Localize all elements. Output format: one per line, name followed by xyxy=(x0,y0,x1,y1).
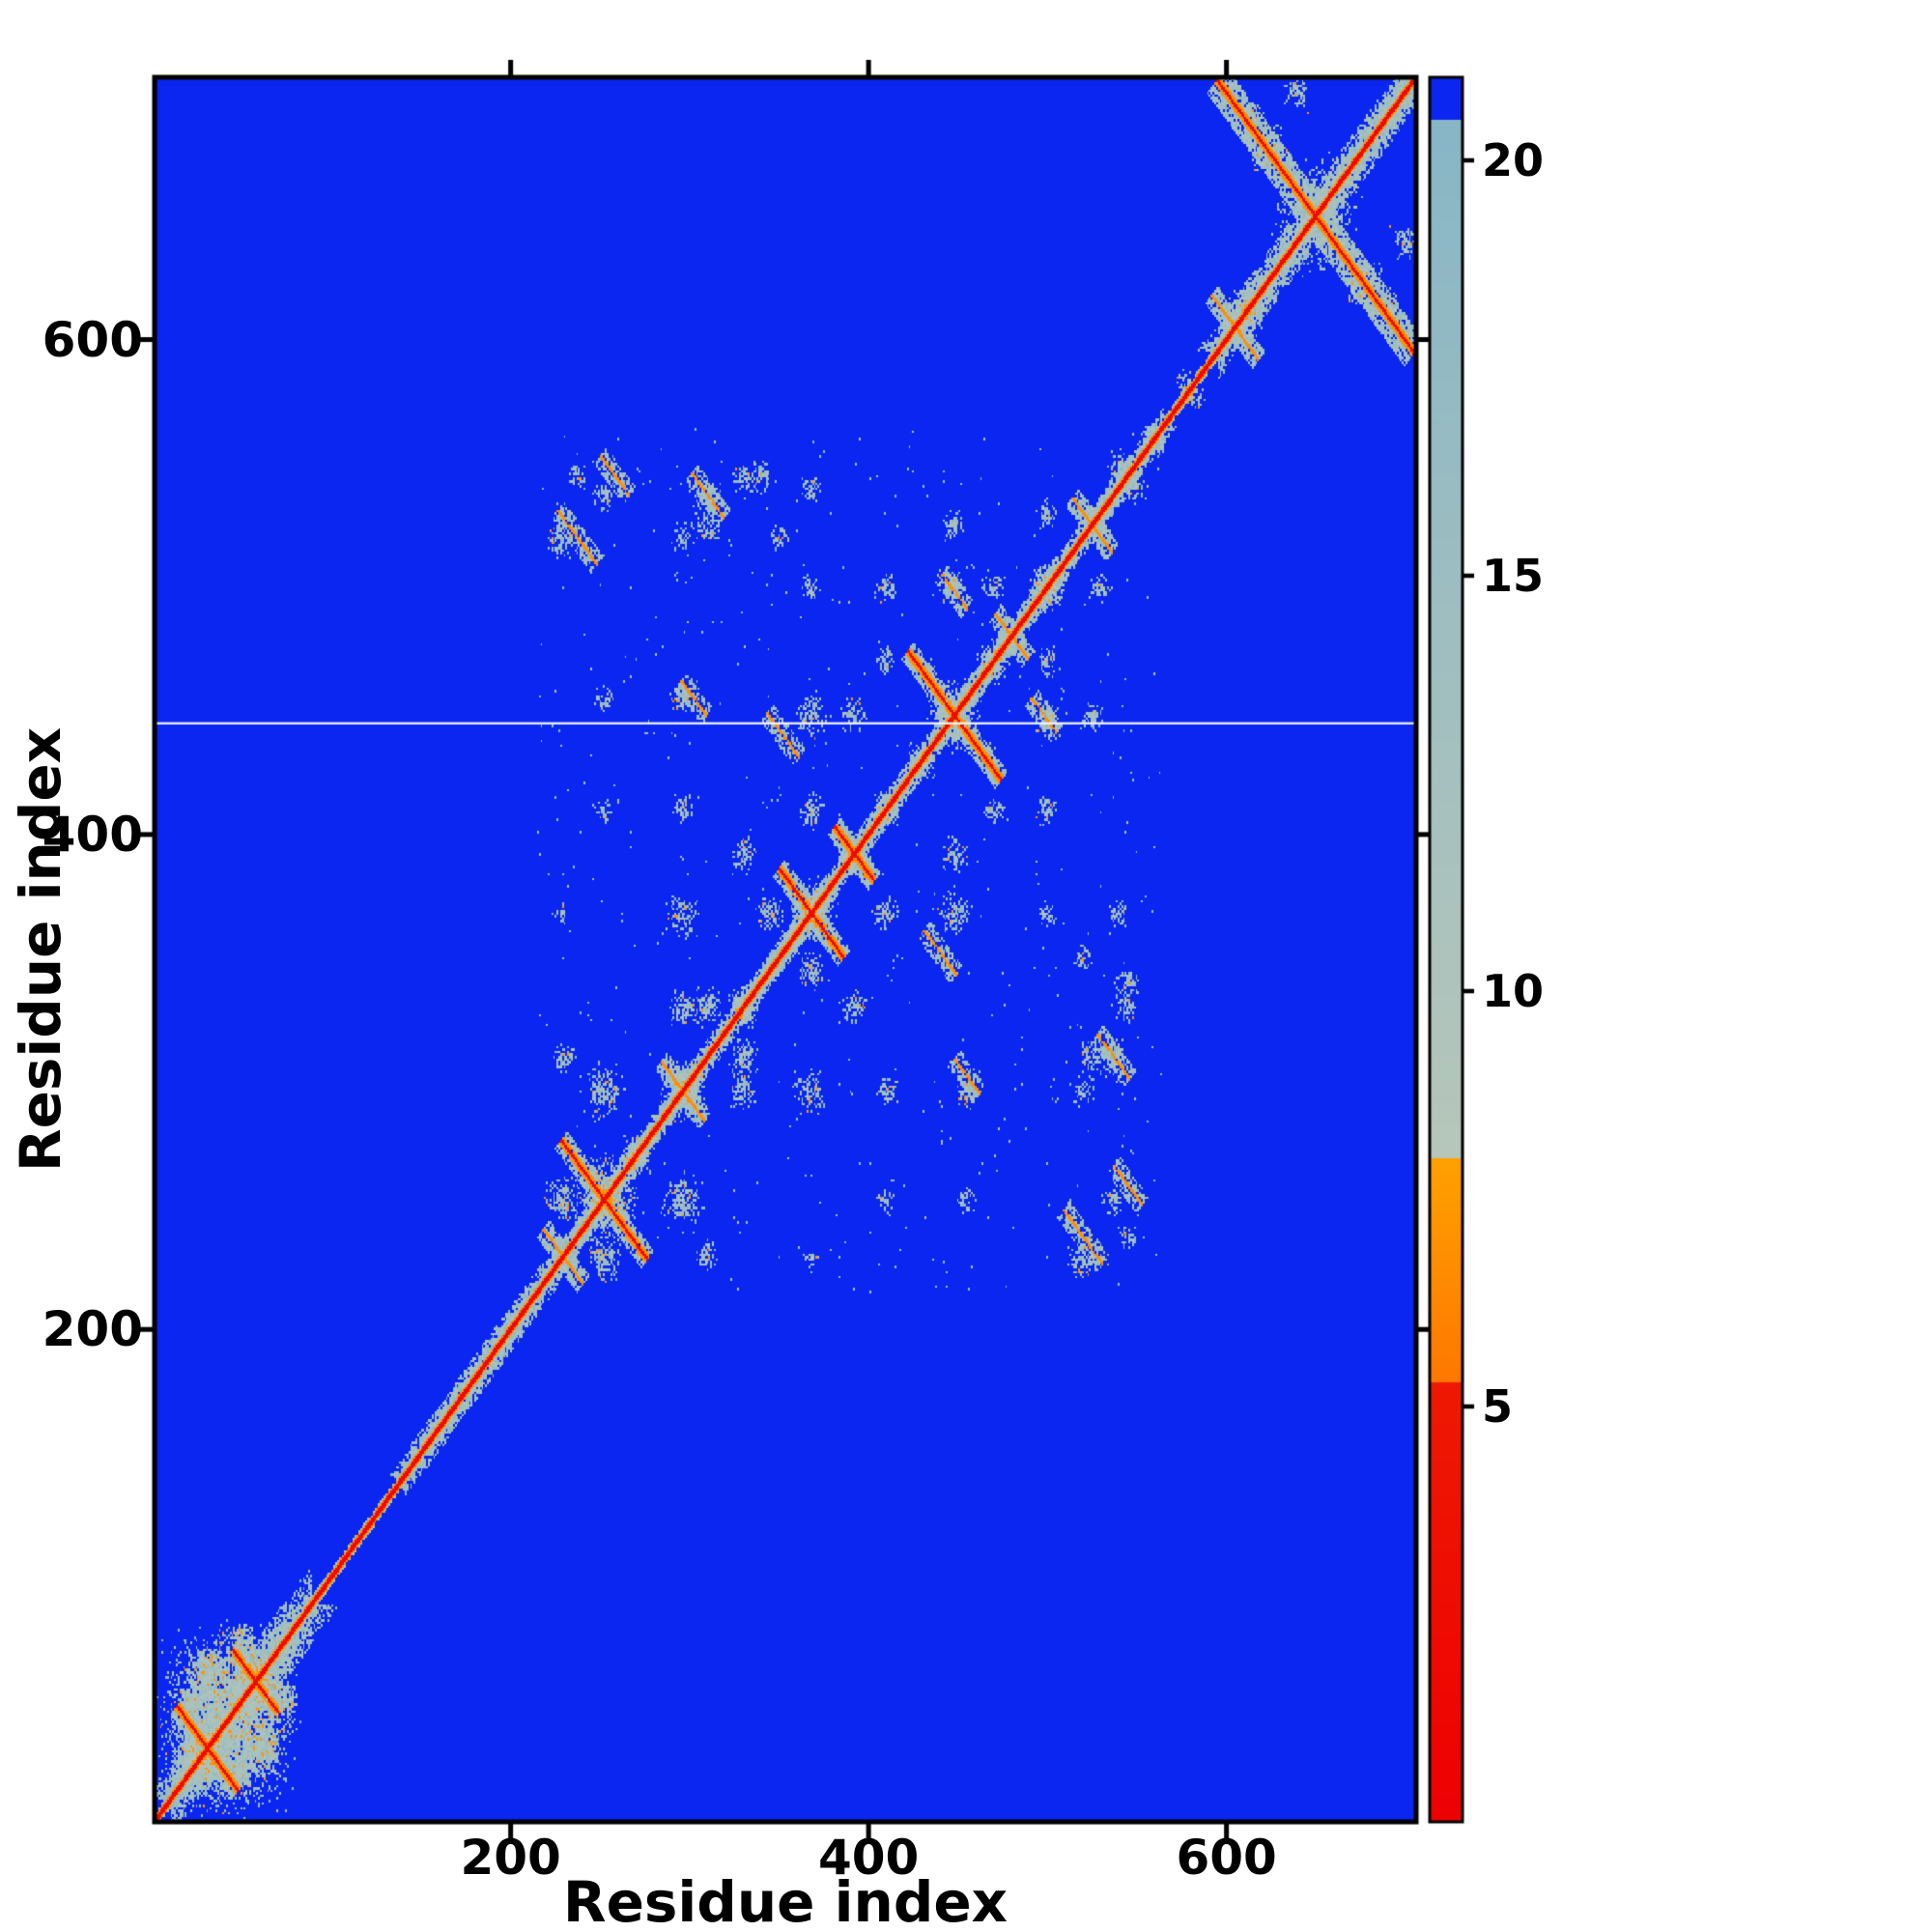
colorbar-tick-label: 20 xyxy=(1482,134,1545,186)
x-tick-label: 400 xyxy=(817,1830,920,1886)
colorbar-tick-label: 15 xyxy=(1482,550,1545,602)
y-tick-label: 200 xyxy=(42,1301,143,1358)
y-tick-label: 400 xyxy=(42,806,143,863)
x-axis-label: Residue index xyxy=(562,1869,1009,1932)
y-axis-label: Residue index xyxy=(8,726,73,1173)
x-tick-label: 600 xyxy=(1176,1830,1277,1886)
colorbar-tick-label: 10 xyxy=(1482,965,1545,1017)
x-tick-label: 200 xyxy=(460,1830,561,1886)
y-tick-label: 600 xyxy=(42,311,143,368)
colorbar-tick-label: 5 xyxy=(1482,1380,1514,1433)
